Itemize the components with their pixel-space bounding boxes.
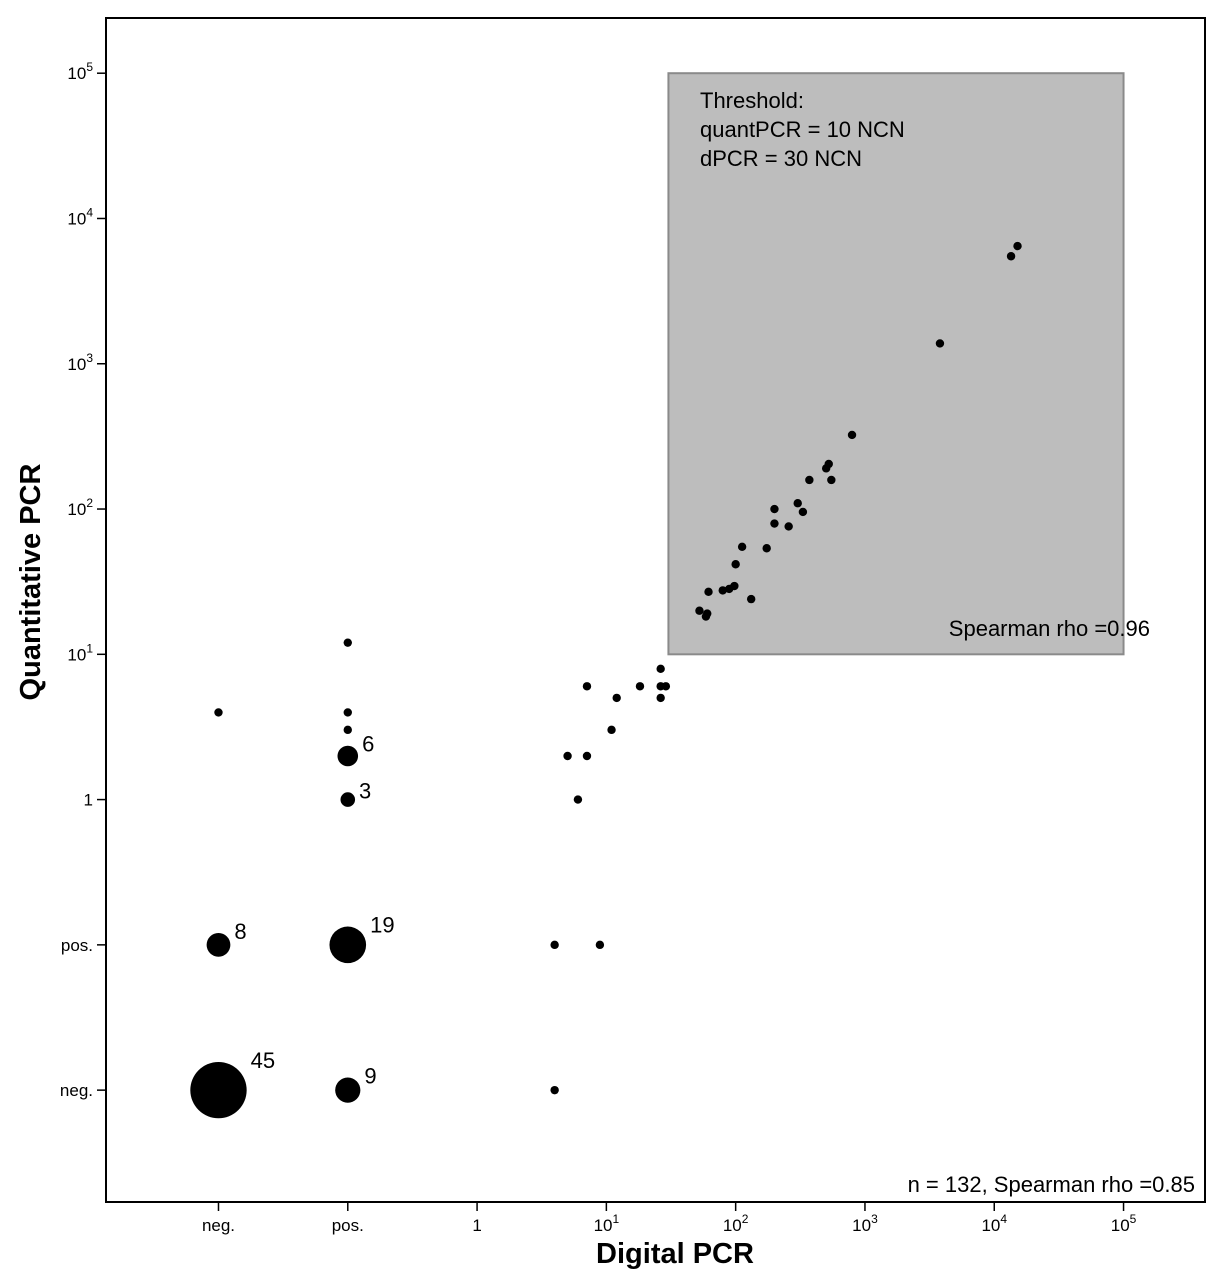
- data-point-20: [656, 693, 665, 703]
- data-point-17: [607, 725, 616, 735]
- x-tick-label-7: 105: [1111, 1212, 1137, 1235]
- data-point-13: [573, 795, 583, 804]
- count-label-8: 6: [362, 732, 374, 757]
- data-point-42: [824, 459, 833, 469]
- y-tick-label-6: 104: [67, 205, 93, 228]
- x-tick-label-4: 102: [723, 1212, 749, 1235]
- y-tick-label-1: pos.: [61, 936, 93, 955]
- x-tick-label-2: 1: [472, 1216, 481, 1235]
- data-point-32: [737, 542, 747, 552]
- data-point-15: [582, 751, 592, 761]
- y-axis-title: Quantitative PCR: [15, 464, 47, 701]
- data-point-9: [343, 725, 352, 735]
- data-point-36: [770, 504, 779, 514]
- threshold-title: Threshold:: [700, 88, 804, 113]
- data-point-18: [612, 693, 621, 703]
- data-point-37: [784, 522, 793, 531]
- data-point-11: [343, 638, 352, 647]
- threshold-quantpcr: quantPCR = 10 NCN: [700, 117, 905, 142]
- x-tick-label-0: neg.: [202, 1216, 235, 1235]
- y-tick-label-0: neg.: [60, 1081, 93, 1100]
- x-tick-label-3: 101: [594, 1212, 620, 1235]
- data-point-44: [847, 430, 857, 440]
- data-point-3: [206, 932, 231, 957]
- data-point-0: [190, 1061, 247, 1119]
- data-point-28: [718, 586, 727, 595]
- count-label-4: 19: [370, 913, 394, 938]
- data-point-38: [793, 499, 802, 508]
- data-point-23: [661, 682, 671, 691]
- plot-frame: [105, 17, 1206, 1203]
- data-point-12: [214, 708, 223, 717]
- data-point-6: [595, 940, 605, 950]
- threshold-dpcr: dPCR = 30 NCN: [700, 146, 862, 171]
- overall-summary: n = 132, Spearman rho =0.85: [908, 1172, 1195, 1197]
- data-point-40: [805, 475, 814, 485]
- data-point-7: [340, 792, 356, 807]
- data-point-8: [337, 745, 359, 767]
- x-tick-label-1: pos.: [332, 1216, 364, 1235]
- data-point-33: [746, 594, 756, 604]
- data-point-27: [704, 587, 713, 597]
- x-tick-label-6: 104: [981, 1212, 1007, 1235]
- y-tick-label-2: 1: [84, 791, 93, 810]
- x-axis-title: Digital PCR: [596, 1238, 754, 1270]
- data-point-30: [730, 581, 739, 591]
- data-point-34: [762, 544, 771, 553]
- data-point-2: [550, 1085, 559, 1095]
- data-point-31: [731, 560, 740, 569]
- data-point-10: [343, 708, 352, 717]
- y-tick-label-4: 102: [67, 496, 93, 519]
- threshold-spearman: Spearman rho =0.96: [949, 616, 1150, 641]
- data-point-39: [798, 507, 808, 517]
- threshold-region: [667, 72, 1125, 656]
- data-point-16: [582, 682, 592, 691]
- count-label-1: 9: [364, 1064, 376, 1089]
- data-point-46: [1006, 252, 1016, 261]
- data-point-24: [695, 606, 704, 615]
- data-point-45: [935, 339, 945, 348]
- data-point-43: [827, 475, 836, 485]
- y-tick-label-7: 105: [67, 60, 93, 83]
- count-label-7: 3: [359, 778, 371, 803]
- count-label-0: 45: [251, 1048, 275, 1073]
- y-tick-label-3: 101: [67, 641, 93, 664]
- data-point-47: [1013, 241, 1022, 251]
- y-tick-label-5: 103: [67, 351, 93, 374]
- data-point-19: [635, 682, 645, 691]
- data-point-26: [703, 609, 712, 618]
- x-tick-label-5: 103: [852, 1212, 878, 1235]
- data-point-4: [329, 926, 367, 964]
- data-point-1: [335, 1077, 361, 1103]
- data-point-35: [770, 519, 779, 528]
- count-label-3: 8: [234, 919, 246, 944]
- data-point-5: [550, 940, 559, 950]
- data-point-22: [656, 664, 665, 674]
- data-point-14: [563, 751, 572, 761]
